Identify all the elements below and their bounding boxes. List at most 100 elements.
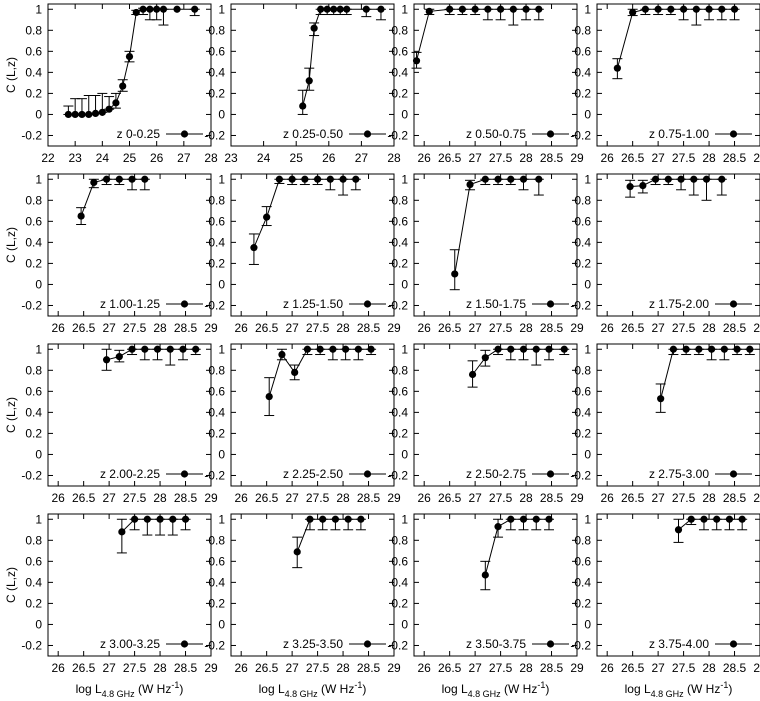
data-point	[91, 109, 100, 117]
panel-frame	[596, 3, 760, 147]
data-point	[336, 5, 344, 13]
data-point	[90, 178, 98, 187]
data-point	[507, 345, 515, 353]
y-tick-label: 1	[401, 512, 408, 526]
y-axis-label: C (L,z)	[4, 227, 18, 263]
x-tick-label: 28.5	[540, 491, 564, 505]
y-tick-label: 0	[35, 107, 42, 121]
x-tick-label: 29	[204, 661, 218, 675]
y-tick-label: 0	[584, 447, 591, 461]
data-point	[718, 5, 726, 13]
x-tick-label: 26.5	[438, 491, 462, 505]
data-point	[118, 528, 126, 536]
data-point	[481, 354, 489, 362]
panel-frame	[596, 343, 760, 487]
x-tick-label: 27	[651, 321, 665, 335]
data-point	[159, 5, 168, 13]
data-point	[362, 5, 370, 13]
y-tick-label: 0.8	[574, 533, 591, 547]
x-tick-label: 27.5	[123, 661, 147, 675]
data-point	[560, 345, 568, 353]
x-tick-label: 29	[753, 491, 760, 505]
y-tick-label: -0.2	[387, 298, 408, 312]
x-tick-label: 29	[570, 661, 584, 675]
x-axis-label-part: -1	[720, 680, 728, 690]
y-tick-label: 0.8	[574, 23, 591, 37]
data-point	[377, 5, 385, 13]
data-point	[481, 571, 489, 579]
data-point	[412, 57, 421, 65]
x-tick-label: 22	[41, 151, 55, 165]
series-line	[660, 348, 750, 399]
legend-marker	[180, 470, 189, 478]
x-tick-label: 28.5	[174, 321, 198, 335]
x-axis-label-part: log L	[76, 682, 102, 696]
y-tick-label: 0.2	[574, 596, 591, 610]
x-axis-label-part: -1	[171, 680, 179, 690]
x-tick-label: 27.5	[672, 321, 696, 335]
x-tick-label: 27	[468, 151, 482, 165]
panel-frame	[596, 173, 760, 317]
x-tick-label: 27.5	[306, 661, 330, 675]
data-point	[367, 345, 375, 353]
data-point	[310, 24, 318, 32]
data-point	[299, 102, 307, 110]
legend-label: z 2.50-2.75	[466, 467, 526, 481]
x-axis-label: log L4.8 GHz (W Hz-1)	[76, 680, 184, 699]
data-point	[725, 515, 734, 523]
y-tick-label: 0.8	[391, 363, 408, 377]
data-point	[166, 345, 174, 353]
y-tick-label: 0.6	[25, 44, 42, 58]
x-tick-label: 29	[570, 321, 584, 335]
data-point	[484, 5, 492, 13]
x-tick-label: 28.5	[357, 661, 381, 675]
data-point	[357, 515, 365, 523]
y-tick-label: 1	[401, 342, 408, 356]
y-tick-label: 1	[584, 512, 591, 526]
y-tick-label: 1	[584, 342, 591, 356]
data-point	[695, 345, 703, 353]
panel-frame	[413, 173, 578, 317]
x-tick-label: 26	[601, 661, 615, 675]
data-point	[128, 175, 136, 183]
x-tick-label: 26	[601, 151, 615, 165]
data-point	[317, 5, 325, 13]
y-tick-label: -0.2	[570, 638, 591, 652]
x-tick-label: 26	[52, 321, 66, 335]
legend-marker	[363, 470, 372, 478]
y-tick-label: 0.6	[574, 384, 591, 398]
x-tick-label: 27.5	[489, 321, 513, 335]
data-point	[545, 515, 553, 523]
x-tick-label: 27	[355, 151, 369, 165]
legend-label: z 3.25-3.50	[283, 637, 343, 651]
y-tick-label: 0.6	[25, 554, 42, 568]
legend-marker	[180, 300, 189, 308]
data-point	[471, 5, 479, 13]
data-point	[278, 350, 286, 359]
y-tick-label: -0.2	[21, 468, 42, 482]
x-tick-label: 26.5	[621, 321, 645, 335]
data-point	[651, 175, 660, 183]
legend-marker	[363, 300, 372, 308]
y-tick-label: 0.4	[574, 65, 591, 79]
y-tick-label: 0.2	[208, 596, 225, 610]
series-line	[616, 8, 735, 69]
y-tick-label: 0.6	[208, 384, 225, 398]
data-point	[674, 526, 683, 534]
y-tick-label: 0.8	[208, 23, 225, 37]
x-tick-label: 27	[177, 151, 191, 165]
data-point	[639, 181, 647, 190]
x-tick-label: 26	[418, 661, 432, 675]
panel-15: -0.2 0 0.2 0.4 0.6 0.8 1 26 26.5 27 27.5 28 28.5 29 z …	[387, 512, 584, 699]
data-point	[125, 52, 134, 61]
y-tick-label: 0.4	[208, 65, 225, 79]
x-tick-label: 28.5	[540, 661, 564, 675]
panel-frame	[47, 343, 212, 487]
x-tick-label: 29	[387, 661, 401, 675]
y-tick-label: 0.2	[25, 596, 42, 610]
y-tick-label: 0	[218, 277, 225, 291]
x-tick-label: 28	[519, 151, 533, 165]
y-tick-label: 0	[401, 277, 408, 291]
y-tick-label: 0.4	[25, 405, 42, 419]
data-point	[179, 345, 187, 353]
